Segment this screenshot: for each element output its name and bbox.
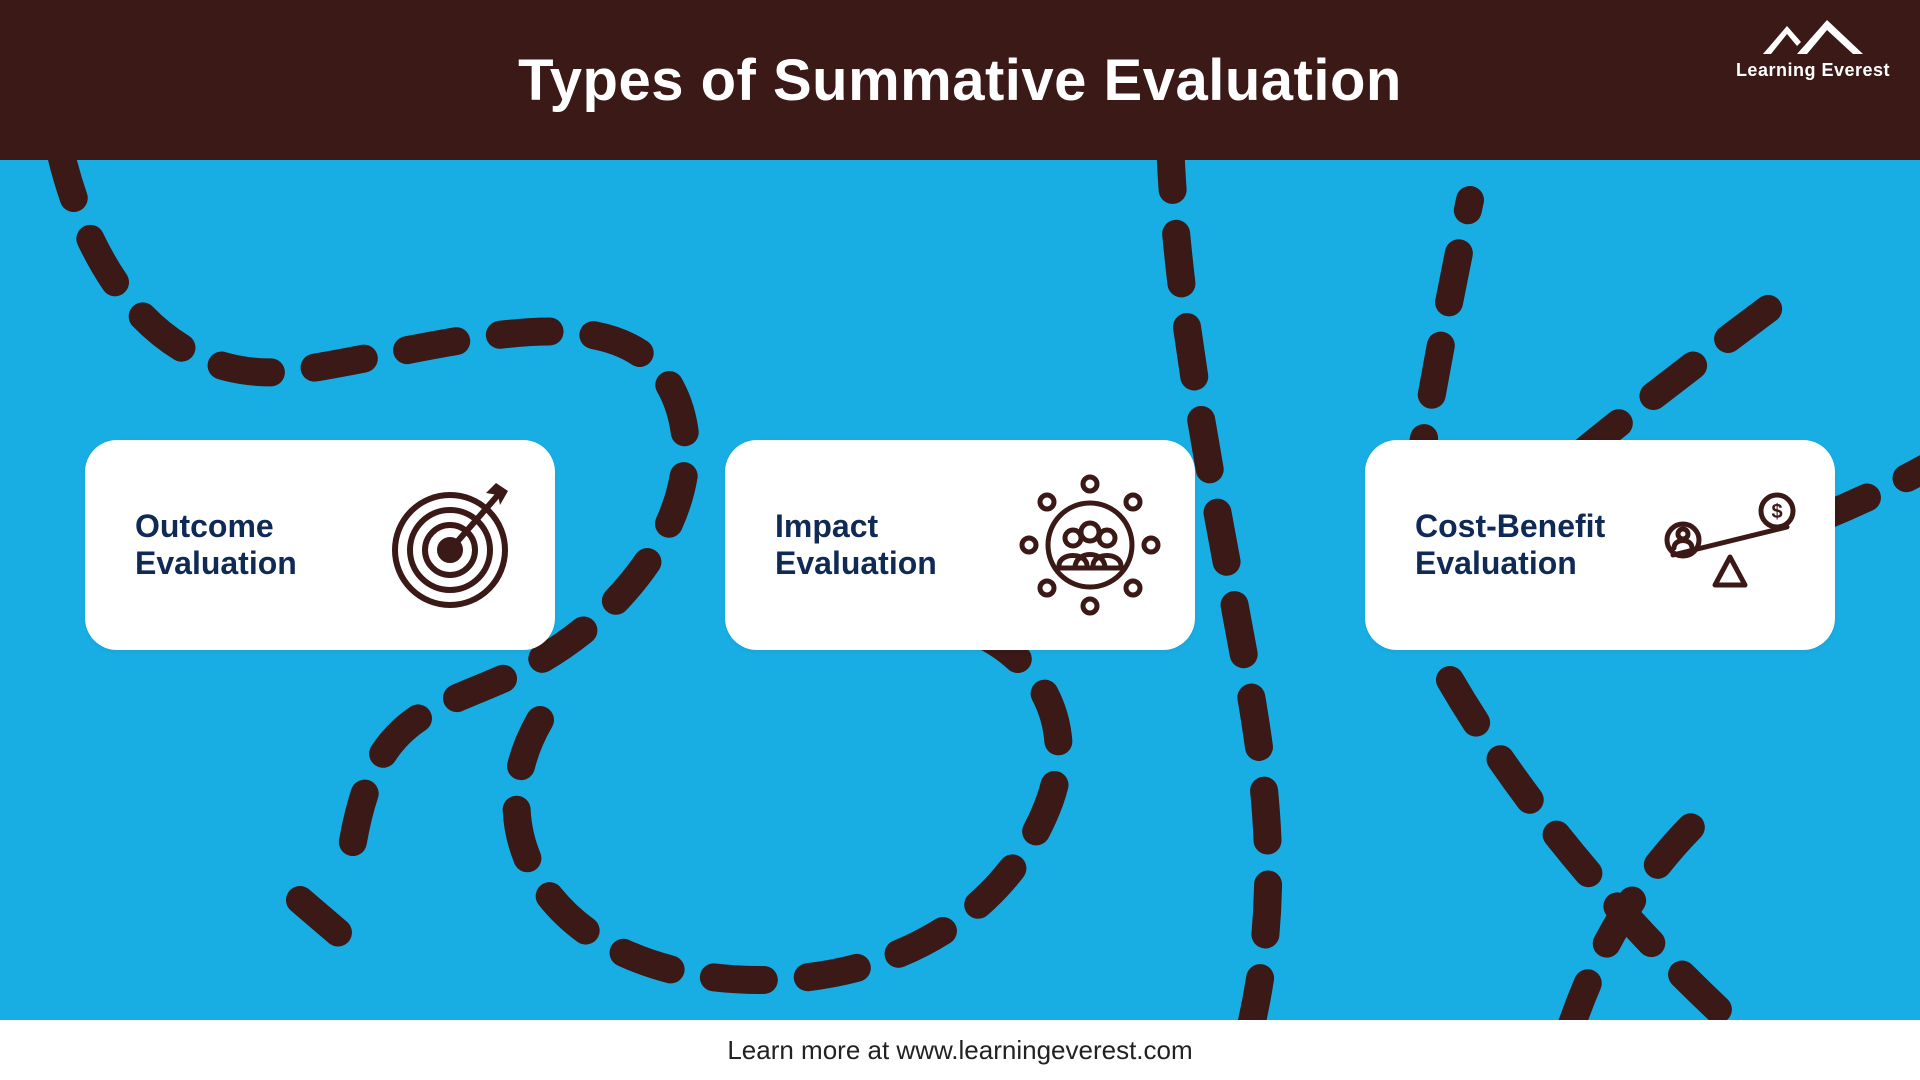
target-icon: [375, 475, 525, 615]
card-outcome-evaluation: OutcomeEvaluation: [85, 440, 555, 650]
mountain-icon: [1753, 18, 1873, 58]
balance-scale-icon: $: [1655, 485, 1805, 605]
card-label: OutcomeEvaluation: [135, 508, 375, 582]
header-bar: Types of Summative Evaluation Learning E…: [0, 0, 1920, 160]
main-area: OutcomeEvaluation: [0, 160, 1920, 1040]
card-cost-benefit-evaluation: Cost-BenefitEvaluation: [1365, 440, 1835, 650]
card-impact-evaluation: ImpactEvaluation: [725, 440, 1195, 650]
brand-logo: Learning Everest: [1736, 18, 1890, 81]
page-title: Types of Summative Evaluation: [518, 47, 1402, 114]
svg-text:$: $: [1771, 501, 1782, 523]
footer-bar: Learn more at www.learningeverest.com: [0, 1020, 1920, 1080]
people-network-icon: [1015, 470, 1165, 620]
footer-text: Learn more at www.learningeverest.com: [727, 1035, 1192, 1066]
brand-logo-text: Learning Everest: [1736, 60, 1890, 81]
card-label: Cost-BenefitEvaluation: [1415, 508, 1655, 582]
cards-row: OutcomeEvaluation: [0, 440, 1920, 650]
page-root: Types of Summative Evaluation Learning E…: [0, 0, 1920, 1080]
card-label: ImpactEvaluation: [775, 508, 1015, 582]
